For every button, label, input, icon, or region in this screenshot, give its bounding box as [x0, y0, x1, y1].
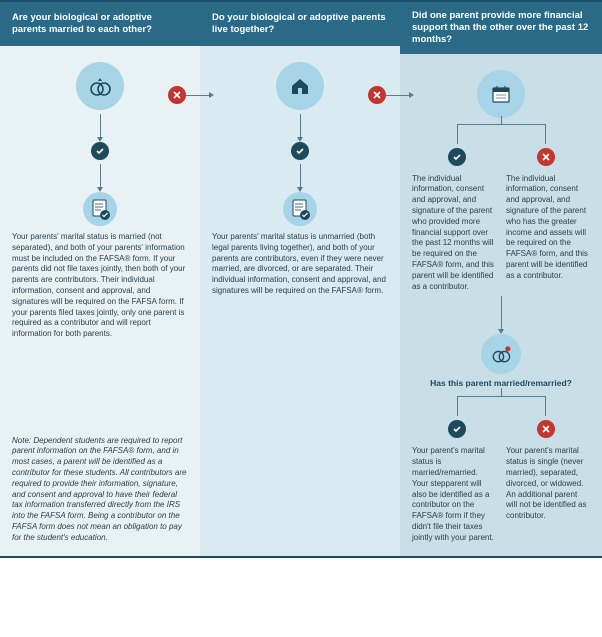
- result-sub-yes: Your parent's marital status is married/…: [412, 446, 496, 543]
- branch-connector-2: [412, 392, 590, 418]
- yes-badge-1: [91, 142, 109, 160]
- no-badge-1: [168, 86, 186, 104]
- arrow-down: [100, 164, 101, 188]
- rings-icon-2: [481, 334, 521, 374]
- yes-badge-4: [448, 420, 466, 438]
- column-live-together: Do your biological or adoptive parents l…: [200, 2, 400, 556]
- footnote: Note: Dependent students are required to…: [0, 424, 200, 556]
- house-icon: [276, 62, 324, 110]
- no-badge-2: [368, 86, 386, 104]
- question-2: Do your biological or adoptive parents l…: [200, 2, 400, 46]
- flowchart-container: Are your biological or adoptive parents …: [0, 0, 602, 558]
- yes-badge-3: [448, 148, 466, 166]
- arrow-down: [300, 164, 301, 188]
- calendar-icon: [477, 70, 525, 118]
- connector-to-col3: [368, 86, 410, 104]
- result-sub-no: Your parent's marital status is single (…: [506, 446, 590, 522]
- column-1-body: Your parents' marital status is married …: [0, 46, 200, 424]
- no-badge-4: [537, 420, 555, 438]
- question-1: Are your biological or adoptive parents …: [0, 2, 200, 46]
- split-results-2: Your parent's marital status is married/…: [412, 440, 590, 543]
- sub-question: Has this parent married/remarried?: [412, 378, 590, 388]
- branch-badges-2: [412, 420, 590, 438]
- column-financial-support: Did one parent provide more financial su…: [400, 2, 602, 556]
- rings-icon: [76, 62, 124, 110]
- result-3-yes: The individual information, consent and …: [412, 174, 496, 293]
- column-married: Are your biological or adoptive parents …: [0, 2, 200, 556]
- document-icon: [83, 192, 117, 226]
- connector-to-col2: [168, 86, 210, 104]
- arrow-down: [300, 114, 301, 138]
- branch-connector: [412, 120, 590, 146]
- question-3: Did one parent provide more financial su…: [400, 2, 602, 54]
- column-3-body: The individual information, consent and …: [400, 54, 602, 556]
- document-icon: [283, 192, 317, 226]
- result-2: Your parents' marital status is unmarrie…: [212, 232, 388, 297]
- result-1: Your parents' marital status is married …: [12, 232, 188, 340]
- yes-badge-2: [291, 142, 309, 160]
- arrow-down: [100, 114, 101, 138]
- branch-badges-1: [412, 148, 590, 166]
- arrow-down: [501, 296, 502, 330]
- split-results-1: The individual information, consent and …: [412, 168, 590, 293]
- no-badge-3: [537, 148, 555, 166]
- column-2-body: Your parents' marital status is unmarrie…: [200, 46, 400, 556]
- result-3-no: The individual information, consent and …: [506, 174, 590, 282]
